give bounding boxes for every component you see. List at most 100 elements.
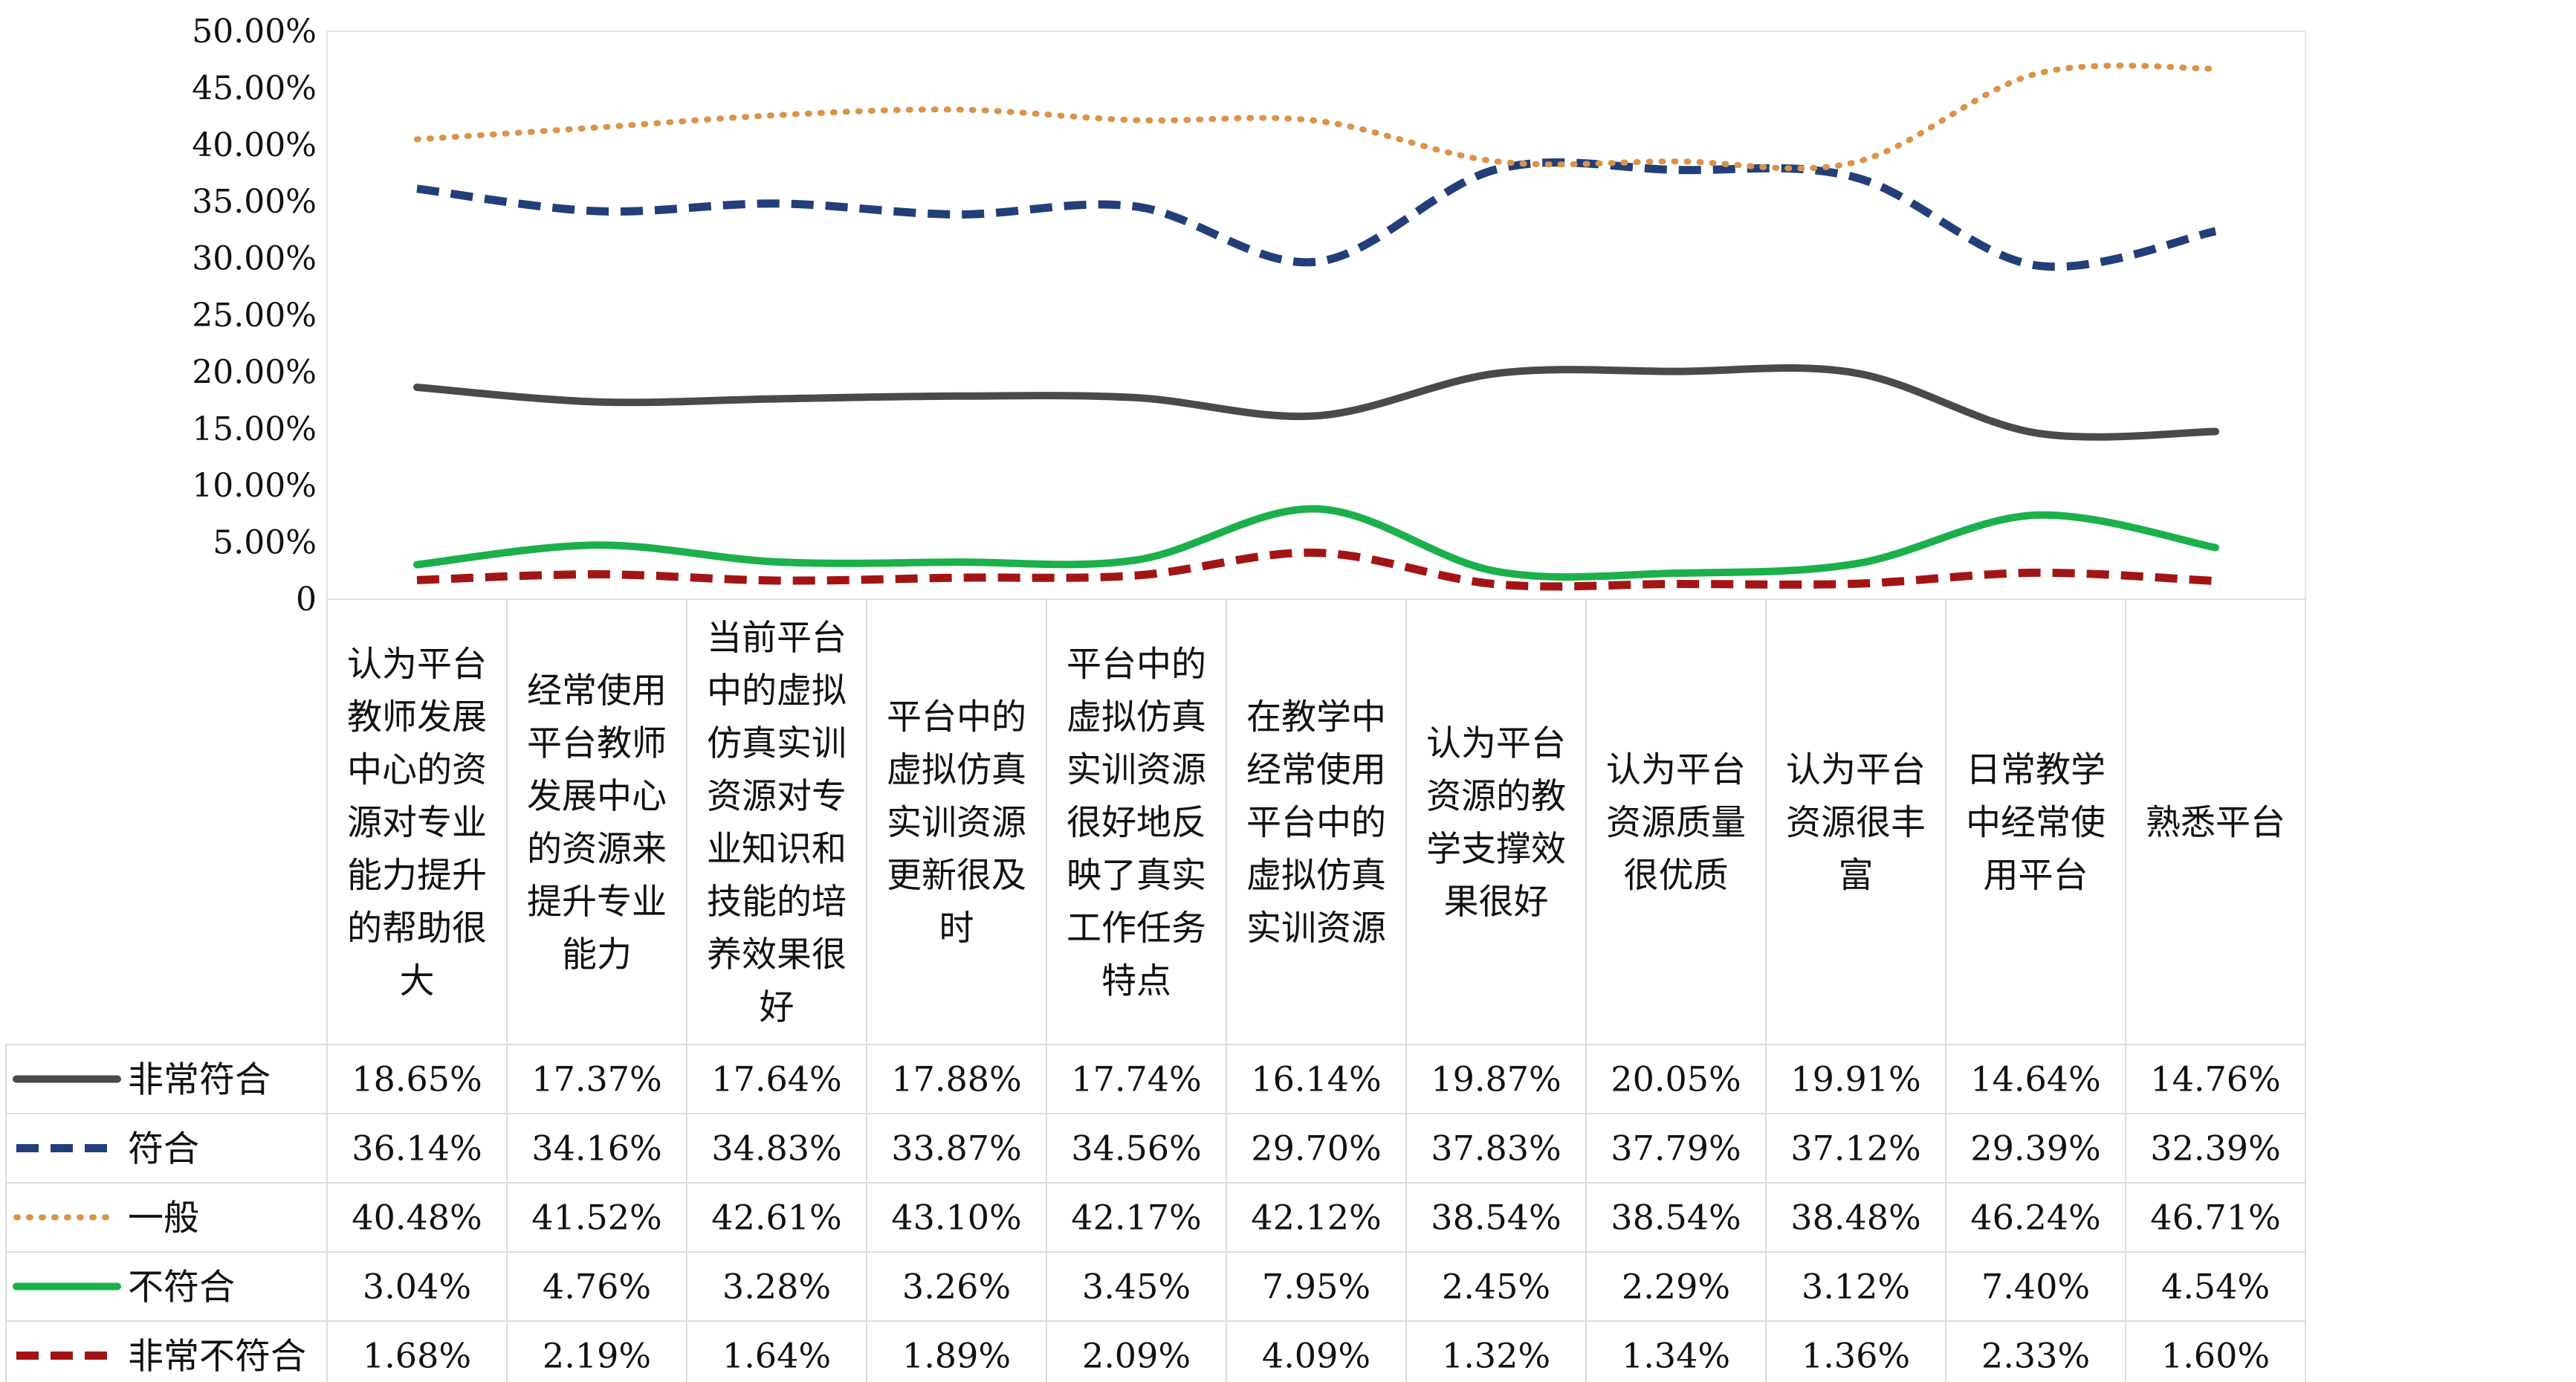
- category-label-line: 认为平台: [347, 645, 487, 685]
- category-label-line: 的帮助很: [347, 908, 487, 949]
- category-label-line: 的资源来: [527, 829, 667, 870]
- data-table-cell: 1.32%: [1442, 1336, 1550, 1376]
- data-table-cell: 37.12%: [1790, 1128, 1920, 1169]
- data-table-cell: 1.89%: [902, 1336, 1011, 1376]
- category-label-line: 平台中的: [1246, 803, 1386, 844]
- data-table-cell: 33.87%: [891, 1128, 1021, 1169]
- data-table-cell: 3.26%: [902, 1267, 1011, 1307]
- legend-series-name: 一般: [128, 1198, 199, 1239]
- category-label-line: 富: [1839, 856, 1874, 897]
- category-label-line: 技能的培: [707, 882, 847, 923]
- data-table-cell: 37.83%: [1431, 1128, 1561, 1169]
- category-label: 当前平台中的虚拟仿真实训资源对专业知识和技能的培养效果很好: [707, 618, 847, 1028]
- data-table-cell: 1.36%: [1802, 1336, 1910, 1376]
- category-label-line: 用平台: [1984, 856, 2088, 897]
- category-label-line: 特点: [1101, 961, 1171, 1002]
- data-table-cell: 41.52%: [531, 1198, 661, 1238]
- category-label-line: 认为平台: [1426, 723, 1566, 764]
- series-line: [416, 548, 2216, 591]
- category-label: 认为平台教师发展中心的资源对专业能力提升的帮助很大: [347, 645, 487, 1002]
- category-label-line: 实训资源: [1067, 750, 1206, 791]
- data-table-cell: 14.64%: [1970, 1059, 2100, 1100]
- y-tick-label: 40.00%: [192, 126, 317, 164]
- category-label-line: 业知识和: [707, 829, 847, 870]
- category-label-line: 果很好: [1444, 882, 1549, 923]
- data-table-cell: 18.65%: [352, 1059, 482, 1100]
- category-label-line: 养效果很: [707, 934, 847, 975]
- data-table-cell: 40.48%: [352, 1198, 482, 1238]
- data-table-cell: 1.34%: [1622, 1336, 1730, 1376]
- category-label-line: 虚拟仿真: [887, 750, 1026, 791]
- category-label: 经常使用平台教师发展中心的资源来提升专业能力: [527, 671, 667, 975]
- category-label: 熟悉平台: [2146, 803, 2285, 844]
- legend-series-name: 不符合: [128, 1267, 235, 1308]
- category-label: 在教学中经常使用平台中的虚拟仿真实训资源: [1246, 697, 1386, 949]
- data-table-cell: 36.14%: [352, 1128, 482, 1169]
- category-label-line: 平台中的: [887, 697, 1026, 738]
- category-label-line: 能力提升: [347, 856, 487, 897]
- data-table-cell: 42.12%: [1251, 1198, 1381, 1238]
- category-label-line: 资源很丰: [1786, 803, 1926, 844]
- category-label-line: 日常教学: [1966, 750, 2106, 791]
- category-label: 认为平台资源质量很优质: [1606, 750, 1746, 897]
- data-table-cell: 34.56%: [1071, 1128, 1201, 1169]
- category-label-line: 大: [400, 961, 435, 1002]
- category-label-line: 中经常使: [1966, 803, 2106, 844]
- data-table-cell: 4.09%: [1262, 1336, 1370, 1376]
- category-label-line: 源对专业: [347, 803, 487, 844]
- category-label-line: 提升专业: [527, 882, 667, 923]
- y-tick-label: 25.00%: [192, 297, 317, 335]
- category-label-line: 工作任务: [1067, 908, 1206, 949]
- category-label-line: 经常使用: [527, 671, 667, 711]
- data-table-cell: 38.48%: [1790, 1198, 1920, 1238]
- category-label-line: 发展中心: [527, 776, 667, 817]
- legend-series-name: 符合: [128, 1128, 199, 1170]
- data-table-cell: 34.83%: [711, 1128, 841, 1169]
- series-line: [413, 505, 2219, 581]
- category-label-line: 很优质: [1624, 856, 1729, 897]
- y-tick-label: 35.00%: [192, 183, 317, 221]
- category-label-line: 很好地反: [1067, 803, 1206, 844]
- legend-series-name: 非常不符合: [128, 1336, 306, 1378]
- category-label-line: 资源的教: [1426, 776, 1566, 817]
- data-table-cell: 7.40%: [1981, 1267, 2090, 1307]
- category-label-line: 中的虚拟: [707, 671, 847, 711]
- category-label-line: 经常使用: [1246, 750, 1386, 791]
- data-table-cell: 19.91%: [1790, 1059, 1920, 1100]
- category-label-line: 虚拟仿真: [1246, 856, 1386, 897]
- category-label-line: 实训资源: [887, 803, 1026, 844]
- data-table-cell: 3.04%: [363, 1267, 471, 1307]
- data-table-cell: 3.28%: [722, 1267, 831, 1307]
- data-table-cell: 3.12%: [1802, 1267, 1910, 1307]
- data-table-cell: 19.87%: [1431, 1059, 1561, 1100]
- y-tick-label: 45.00%: [192, 69, 317, 107]
- y-tick-label: 0: [296, 581, 317, 619]
- data-table-cell: 1.60%: [2161, 1336, 2270, 1376]
- category-label-line: 虚拟仿真: [1067, 697, 1206, 738]
- data-table-cell: 17.37%: [531, 1059, 661, 1100]
- category-label-line: 更新很及: [887, 856, 1026, 897]
- category-label-line: 好: [760, 987, 795, 1028]
- category-label-line: 熟悉平台: [2146, 803, 2285, 844]
- category-label-line: 能力: [562, 934, 632, 975]
- y-tick-label: 20.00%: [192, 353, 317, 391]
- data-table-cell: 46.71%: [2150, 1198, 2280, 1238]
- data-table-cell: 7.95%: [1262, 1267, 1370, 1307]
- data-table-cell: 38.54%: [1611, 1198, 1741, 1238]
- data-table-cell: 1.64%: [722, 1336, 831, 1376]
- category-label-line: 当前平台: [707, 618, 847, 659]
- data-table-cell: 17.64%: [711, 1059, 841, 1100]
- category-label: 认为平台资源很丰富: [1786, 750, 1926, 897]
- data-table-grid: [5, 598, 2306, 1382]
- series-lines: [413, 62, 2219, 591]
- data-table-cell: 34.16%: [531, 1128, 661, 1169]
- y-tick-label: 5.00%: [213, 524, 317, 562]
- category-label-line: 实训资源: [1246, 908, 1386, 949]
- data-table-cell: 17.74%: [1071, 1059, 1201, 1100]
- category-label-line: 资源质量: [1606, 803, 1746, 844]
- category-label-line: 中心的资: [347, 750, 487, 791]
- data-table-cell: 42.61%: [711, 1198, 841, 1238]
- data-table-cell: 2.09%: [1082, 1336, 1191, 1376]
- category-label-line: 映了真实: [1067, 856, 1206, 897]
- series-line: [414, 62, 2219, 172]
